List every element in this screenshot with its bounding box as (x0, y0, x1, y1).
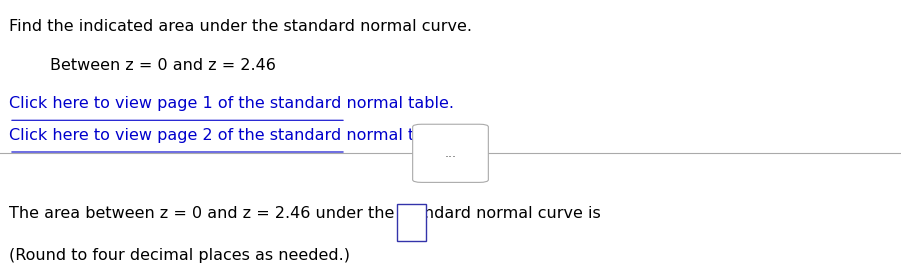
Text: Click here to view page 2 of the standard normal table.: Click here to view page 2 of the standar… (9, 128, 454, 143)
Text: ...: ... (444, 147, 457, 160)
Text: Find the indicated area under the standard normal curve.: Find the indicated area under the standa… (9, 18, 472, 33)
Text: Click here to view page 1 of the standard normal table.: Click here to view page 1 of the standar… (9, 96, 454, 112)
Text: The area between z = 0 and z = 2.46 under the standard normal curve is: The area between z = 0 and z = 2.46 unde… (9, 206, 601, 221)
FancyBboxPatch shape (396, 203, 426, 241)
Text: .: . (423, 206, 428, 221)
Text: (Round to four decimal places as needed.): (Round to four decimal places as needed.… (9, 249, 350, 264)
Text: Between z = 0 and z = 2.46: Between z = 0 and z = 2.46 (50, 58, 276, 73)
FancyBboxPatch shape (413, 124, 488, 182)
